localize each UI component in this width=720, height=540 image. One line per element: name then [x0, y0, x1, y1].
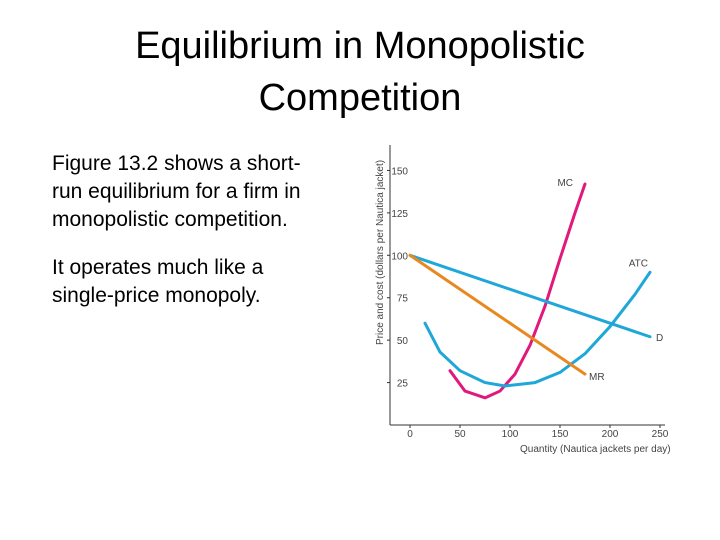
slide-title: Equilibrium in Monopolistic: [135, 25, 585, 67]
x-tick-label: 0: [407, 429, 413, 440]
y-tick-label: 150: [391, 166, 408, 177]
curve: [448, 182, 587, 400]
curve-label: D: [656, 333, 663, 344]
body-text: single-price monopoly.: [52, 284, 261, 307]
curve-label: ATC: [629, 258, 648, 269]
y-axis-label: Price and cost (dollars per Nautica jack…: [375, 160, 386, 345]
curve: [423, 270, 652, 388]
curve: [408, 253, 587, 376]
curve-label: MC: [557, 178, 573, 189]
y-tick-label: 50: [397, 336, 409, 347]
x-tick-label: 100: [502, 429, 519, 440]
x-tick-label: 150: [552, 429, 569, 440]
slide-title: Competition: [259, 77, 462, 119]
y-tick-label: 100: [391, 251, 408, 262]
body-text: monopolistic competition.: [52, 208, 288, 231]
x-tick-label: 250: [652, 429, 669, 440]
body-text: It operates much like a: [52, 256, 264, 279]
body-text: Figure 13.2 shows a short-: [52, 152, 301, 175]
body-text: run equilibrium for a firm in: [52, 180, 301, 203]
curve-label: MR: [589, 372, 605, 383]
x-axis-label: Quantity (Nautica jackets per day): [520, 444, 671, 455]
x-tick-label: 50: [454, 429, 466, 440]
curve: [408, 253, 652, 339]
x-tick-label: 200: [602, 429, 619, 440]
y-tick-label: 75: [397, 294, 409, 305]
y-tick-label: 25: [397, 379, 409, 390]
y-tick-label: 125: [391, 209, 408, 220]
